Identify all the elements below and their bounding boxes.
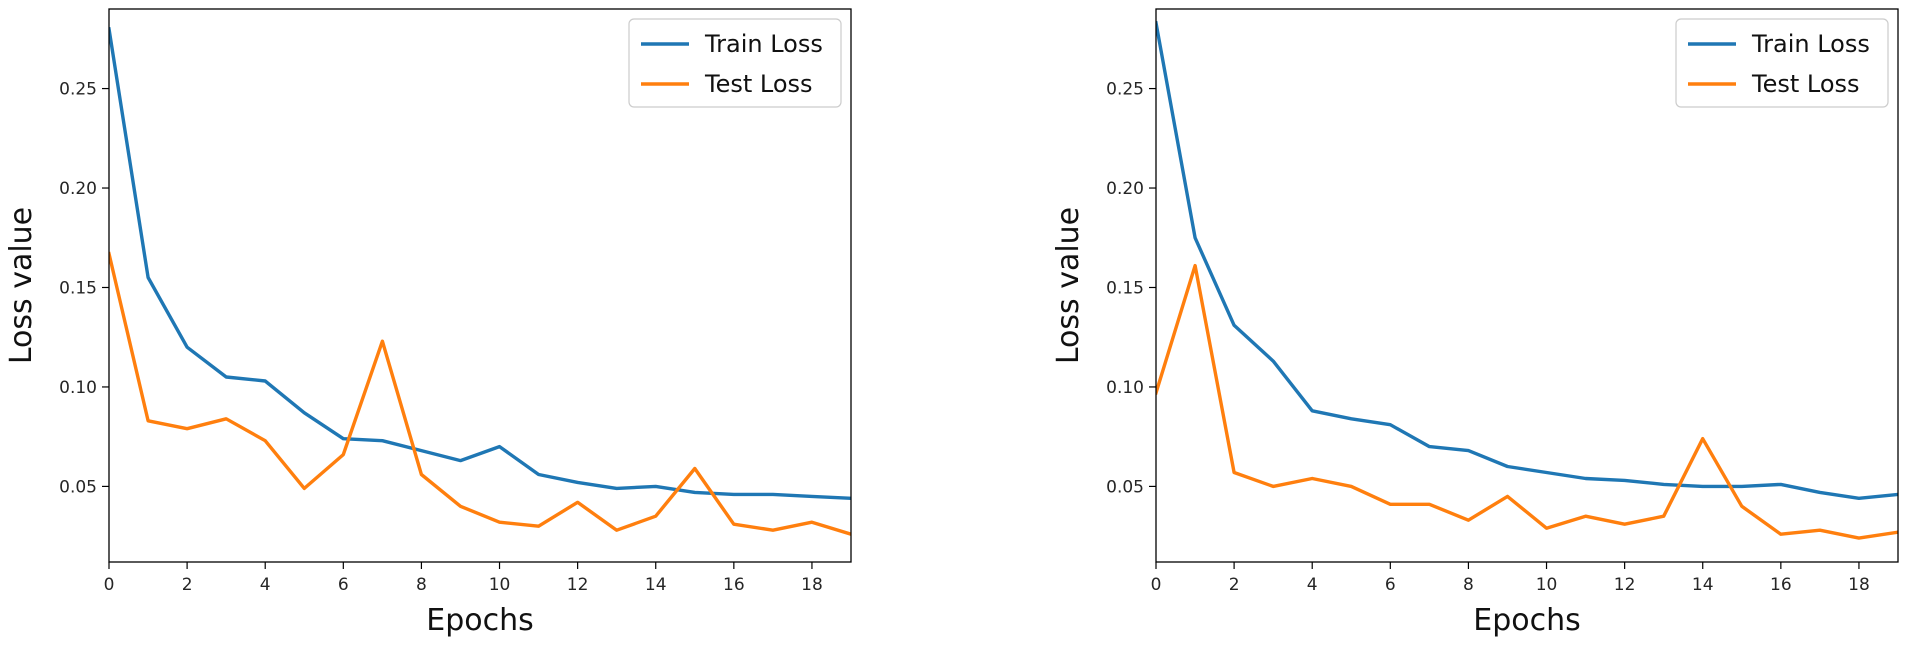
x-axis-label: Epochs [426, 603, 534, 638]
x-tick-label: 8 [1463, 575, 1474, 595]
chart-panel-1: 0 2 4 6 8 10 12 14 16 18 0.05 0.10 0.15 0.20 0.25 Epoch… [4, 8, 852, 638]
series-line-test-loss [1156, 263, 1898, 540]
x-tick-label: 6 [1385, 575, 1396, 595]
x-tick-label: 4 [260, 575, 271, 595]
x-tick-label: 14 [645, 575, 667, 595]
y-tick-label: 0.25 [59, 80, 97, 100]
y-tick-label: 0.20 [1106, 179, 1144, 199]
x-tick-label: 16 [723, 575, 745, 595]
legend-label: Train Loss [1751, 30, 1870, 58]
legend-label: Train Loss [704, 30, 823, 58]
x-tick-label: 2 [1229, 575, 1240, 595]
x-tick-label: 18 [801, 575, 823, 595]
x-tick-label: 18 [1848, 575, 1870, 595]
x-tick-label: 0 [1151, 575, 1162, 595]
y-tick-label: 0.20 [59, 179, 97, 199]
x-tick-label: 2 [182, 575, 193, 595]
legend-label: Test Loss [704, 70, 813, 98]
y-axis-label: Loss value [4, 207, 39, 364]
x-tick-label: 0 [104, 575, 115, 595]
series-line-train-loss [109, 26, 851, 501]
x-axis-label: Epochs [1473, 603, 1581, 638]
axes-frame [108, 8, 852, 563]
x-tick-label: 8 [416, 575, 427, 595]
legend: Train Loss Test Loss [1675, 18, 1889, 108]
x-tick-label: 12 [567, 575, 589, 595]
y-tick-label: 0.15 [59, 278, 97, 298]
x-tick-label: 12 [1614, 575, 1636, 595]
y-tick-label: 0.15 [1106, 278, 1144, 298]
series-line-train-loss [1156, 20, 1898, 500]
y-tick-label: 0.10 [59, 378, 97, 398]
x-tick-label: 4 [1307, 575, 1318, 595]
legend-label: Test Loss [1751, 70, 1860, 98]
y-tick-label: 0.05 [59, 477, 97, 497]
x-tick-label: 14 [1692, 575, 1714, 595]
legend: Train Loss Test Loss [628, 18, 842, 108]
x-tick-label: 6 [338, 575, 349, 595]
y-tick-label: 0.25 [1106, 80, 1144, 100]
y-tick-label: 0.05 [1106, 477, 1144, 497]
series-line-test-loss [109, 251, 851, 536]
y-axis-label: Loss value [1051, 207, 1086, 364]
x-tick-label: 10 [489, 575, 511, 595]
series-group [109, 26, 851, 536]
axes-frame [1155, 8, 1899, 563]
y-tick-label: 0.10 [1106, 378, 1144, 398]
chart-panel-2: 0 2 4 6 8 10 12 14 16 18 0.05 0.10 0.15 0.20 0.25 Epoch… [1051, 8, 1899, 638]
x-tick-label: 10 [1536, 575, 1558, 595]
x-tick-label: 16 [1770, 575, 1792, 595]
series-group [1156, 20, 1898, 540]
